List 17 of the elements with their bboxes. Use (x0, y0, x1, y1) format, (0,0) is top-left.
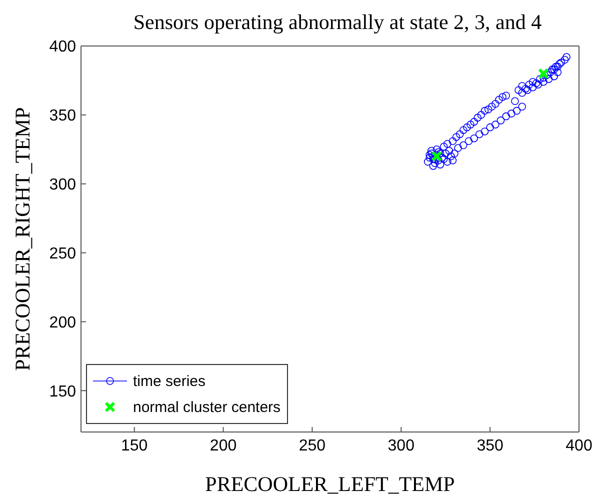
x-tick-label: 400 (566, 437, 592, 454)
y-tick-label: 200 (49, 314, 76, 332)
chart-title: Sensors operating abnormally at state 2, 3, and 4 (132, 10, 543, 35)
x-tick-label: 300 (388, 437, 415, 454)
x-tick-label: 200 (210, 437, 237, 454)
x-tick-label: 150 (121, 437, 148, 454)
y-tick-label: 300 (49, 176, 76, 194)
x-tick-label: 250 (298, 437, 326, 454)
y-axis-title: PRECOOLER_RIGHT_TEMP (10, 107, 34, 371)
y-tick-label: 400 (49, 38, 76, 56)
y-tick-label: 350 (49, 108, 76, 125)
y-tick-label: 250 (49, 245, 76, 262)
x-axis-title: PRECOOLER_LEFT_TEMP (205, 472, 455, 496)
legend-label: time series (133, 372, 206, 390)
x-tick-label: 350 (476, 437, 504, 454)
y-tick-label: 150 (49, 383, 76, 400)
legend-label: normal cluster centers (133, 398, 281, 416)
